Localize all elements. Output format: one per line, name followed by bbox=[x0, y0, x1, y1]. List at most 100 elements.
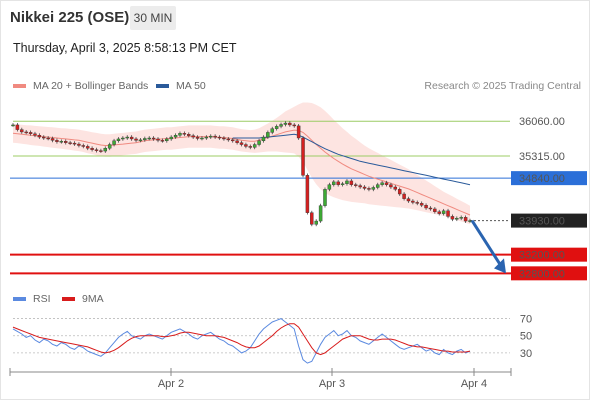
candle bbox=[450, 216, 455, 220]
candle bbox=[33, 133, 37, 136]
research-credit: Research © 2025 Trading Central bbox=[424, 80, 581, 92]
candle bbox=[463, 217, 468, 222]
candle bbox=[81, 145, 86, 147]
level-label-box-32800.00 bbox=[511, 266, 587, 281]
candle bbox=[187, 134, 191, 136]
candle bbox=[301, 137, 305, 176]
candle bbox=[446, 210, 450, 217]
candle bbox=[42, 136, 46, 139]
legend-ma20: MA 20 + Bollinger Bands bbox=[13, 80, 148, 92]
candle bbox=[323, 189, 327, 206]
level-label-33200.00: 33200.00 bbox=[519, 250, 565, 262]
candle bbox=[107, 144, 112, 149]
candle bbox=[178, 133, 182, 136]
candle bbox=[424, 204, 428, 209]
candle bbox=[230, 139, 235, 142]
candle bbox=[143, 138, 147, 141]
candle bbox=[318, 205, 323, 222]
candle bbox=[244, 144, 248, 147]
candle bbox=[358, 185, 362, 188]
candle bbox=[59, 141, 64, 143]
ma50-swatch bbox=[156, 84, 169, 88]
candle bbox=[103, 148, 108, 152]
candle bbox=[204, 136, 209, 139]
candle bbox=[116, 138, 121, 142]
candle bbox=[173, 134, 178, 138]
x-tick-label-Apr 3: Apr 3 bbox=[319, 378, 345, 390]
candle bbox=[257, 140, 261, 145]
timeframe-button[interactable]: 30 MIN bbox=[130, 6, 176, 30]
candle bbox=[138, 139, 143, 142]
candle bbox=[195, 136, 200, 139]
forecast-arrow-shaft bbox=[470, 219, 502, 266]
candle bbox=[415, 202, 419, 204]
candle bbox=[314, 220, 318, 225]
candle bbox=[393, 186, 398, 190]
candle bbox=[235, 140, 239, 143]
level-label-36060.00: 36060.00 bbox=[519, 116, 565, 128]
candle bbox=[182, 133, 187, 135]
rsi-ma-line bbox=[12, 323, 471, 356]
ma50-line bbox=[232, 133, 471, 186]
candle bbox=[191, 135, 195, 138]
ma9-swatch bbox=[62, 297, 75, 301]
level-label-33930.00: 33930.00 bbox=[519, 216, 565, 228]
candle bbox=[332, 181, 336, 185]
candle bbox=[222, 137, 226, 140]
candle bbox=[77, 143, 81, 146]
candle bbox=[94, 149, 99, 151]
candle bbox=[213, 135, 217, 138]
rsi-tick-label-50: 50 bbox=[520, 331, 532, 343]
candle bbox=[55, 140, 59, 142]
candle bbox=[125, 136, 129, 139]
candle bbox=[160, 140, 165, 142]
candle bbox=[455, 218, 459, 220]
candle bbox=[327, 184, 332, 190]
rsi-tick-label-30: 30 bbox=[520, 348, 532, 360]
candle bbox=[411, 200, 415, 203]
candle bbox=[305, 175, 310, 213]
x-tick-label-Apr 2: Apr 2 bbox=[158, 378, 184, 390]
legend-rsi: RSI bbox=[13, 293, 51, 305]
x-tick-label-Apr 4: Apr 4 bbox=[461, 378, 487, 390]
candle bbox=[165, 138, 169, 142]
candle bbox=[239, 142, 244, 145]
candle bbox=[433, 208, 437, 212]
level-label-32800.00: 32800.00 bbox=[519, 268, 565, 280]
candle bbox=[37, 134, 42, 138]
candle bbox=[384, 182, 389, 185]
candle bbox=[68, 142, 72, 144]
candle bbox=[367, 188, 371, 190]
candle bbox=[64, 141, 68, 143]
legend-ma50-label: MA 50 bbox=[176, 80, 206, 92]
candle bbox=[121, 137, 125, 140]
candle bbox=[340, 183, 345, 185]
candle bbox=[270, 128, 274, 133]
level-label-35315.00: 35315.00 bbox=[519, 151, 565, 163]
candle bbox=[288, 122, 292, 126]
candle bbox=[441, 210, 446, 214]
candle bbox=[20, 129, 24, 133]
legend-rsi-label: RSI bbox=[33, 293, 51, 305]
candle bbox=[129, 136, 134, 140]
legend-9ma: 9MA bbox=[62, 293, 104, 305]
candle bbox=[371, 187, 376, 190]
candle bbox=[354, 184, 358, 186]
candle bbox=[50, 138, 55, 141]
candle bbox=[226, 138, 231, 141]
candle bbox=[459, 217, 463, 219]
candle bbox=[310, 212, 314, 225]
rsi-tick-label-70: 70 bbox=[520, 314, 532, 326]
ma20-swatch bbox=[13, 84, 26, 88]
candle bbox=[266, 132, 270, 138]
candle bbox=[349, 180, 354, 185]
legend-9ma-label: 9MA bbox=[82, 293, 104, 305]
candle bbox=[169, 136, 173, 140]
candle bbox=[279, 124, 283, 127]
candle bbox=[274, 126, 279, 129]
candle bbox=[292, 124, 296, 127]
candle bbox=[397, 189, 402, 195]
candle bbox=[380, 182, 384, 185]
candle bbox=[389, 184, 393, 188]
